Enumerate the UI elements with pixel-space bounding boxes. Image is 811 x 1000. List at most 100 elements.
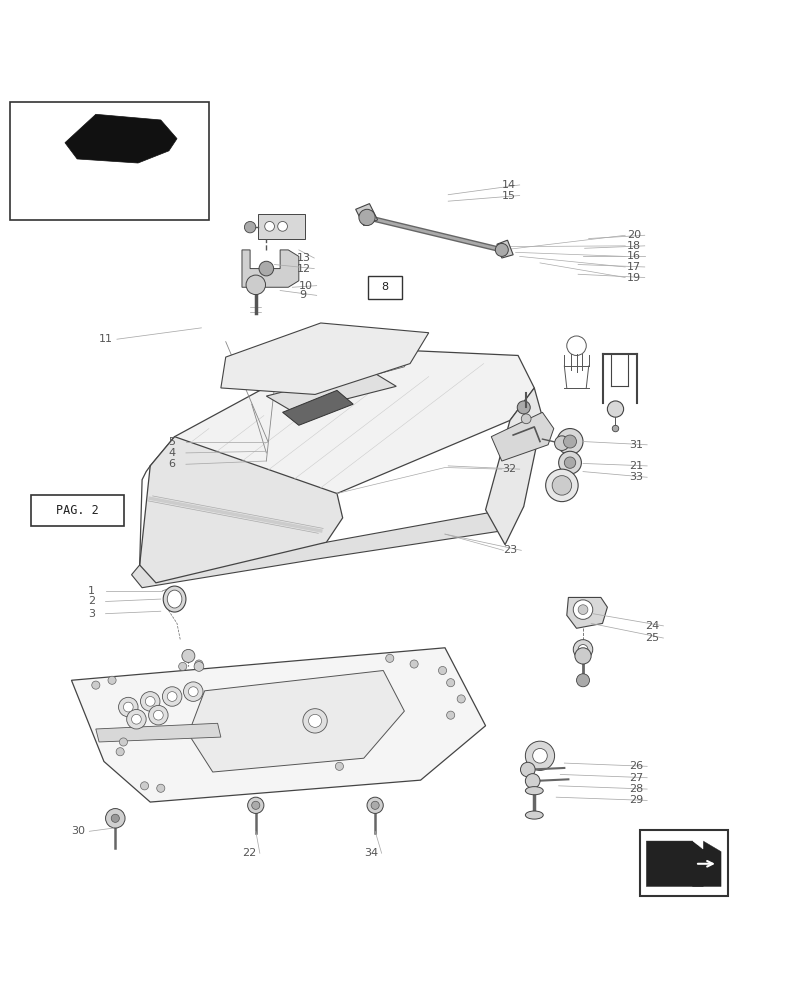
Polygon shape <box>566 597 607 628</box>
Circle shape <box>145 697 155 706</box>
Text: 19: 19 <box>626 273 640 283</box>
Circle shape <box>556 429 582 455</box>
Ellipse shape <box>525 811 543 819</box>
Circle shape <box>247 797 264 813</box>
Polygon shape <box>485 388 542 545</box>
Ellipse shape <box>163 586 186 612</box>
Circle shape <box>577 645 587 654</box>
Circle shape <box>335 762 343 770</box>
Circle shape <box>140 782 148 790</box>
Text: 3: 3 <box>88 609 95 619</box>
Circle shape <box>525 774 539 788</box>
Text: 17: 17 <box>626 262 640 272</box>
Text: 21: 21 <box>629 461 642 471</box>
Circle shape <box>148 705 168 725</box>
Circle shape <box>367 797 383 813</box>
Circle shape <box>520 762 534 777</box>
Circle shape <box>573 640 592 659</box>
Circle shape <box>438 666 446 675</box>
Polygon shape <box>242 250 298 287</box>
Text: 26: 26 <box>629 761 642 771</box>
Text: 29: 29 <box>629 795 643 805</box>
Text: 5: 5 <box>168 437 175 447</box>
Circle shape <box>558 451 581 474</box>
Polygon shape <box>646 841 702 887</box>
Bar <box>639 830 727 896</box>
Circle shape <box>108 676 116 684</box>
Polygon shape <box>282 390 353 425</box>
Polygon shape <box>491 412 553 461</box>
Circle shape <box>358 209 375 226</box>
Text: 16: 16 <box>626 251 640 261</box>
Text: 33: 33 <box>629 472 642 482</box>
Circle shape <box>573 600 592 619</box>
Polygon shape <box>139 437 342 583</box>
Circle shape <box>116 748 124 756</box>
Polygon shape <box>71 648 485 802</box>
Circle shape <box>532 748 547 763</box>
Bar <box>31 495 124 526</box>
Text: 9: 9 <box>298 290 306 300</box>
Polygon shape <box>131 506 523 588</box>
Bar <box>10 102 208 220</box>
Circle shape <box>251 801 260 809</box>
Circle shape <box>371 801 379 809</box>
Circle shape <box>188 687 198 697</box>
Text: 15: 15 <box>501 191 515 201</box>
Text: 27: 27 <box>629 773 643 783</box>
Text: 10: 10 <box>298 281 312 291</box>
Text: 22: 22 <box>242 848 256 858</box>
Circle shape <box>167 692 177 701</box>
Text: 14: 14 <box>501 180 515 190</box>
Text: 12: 12 <box>296 264 310 274</box>
Circle shape <box>525 741 554 770</box>
Circle shape <box>551 476 571 495</box>
Circle shape <box>517 401 530 414</box>
Text: 28: 28 <box>629 784 643 794</box>
Circle shape <box>182 649 195 662</box>
Polygon shape <box>355 204 377 226</box>
Text: 13: 13 <box>296 253 310 263</box>
Polygon shape <box>221 323 428 394</box>
Circle shape <box>111 814 119 822</box>
Text: 2: 2 <box>88 596 95 606</box>
Circle shape <box>183 682 203 701</box>
Circle shape <box>246 275 265 295</box>
Text: 31: 31 <box>629 440 642 450</box>
Circle shape <box>577 605 587 614</box>
Circle shape <box>457 695 465 703</box>
Circle shape <box>446 679 454 687</box>
Circle shape <box>123 702 133 712</box>
Text: 24: 24 <box>645 621 659 631</box>
Polygon shape <box>692 841 720 887</box>
Text: 11: 11 <box>99 334 113 344</box>
Circle shape <box>131 714 141 724</box>
Text: 1: 1 <box>88 586 95 596</box>
Polygon shape <box>266 370 396 412</box>
Circle shape <box>611 425 618 432</box>
Circle shape <box>157 784 165 792</box>
Circle shape <box>607 401 623 417</box>
Circle shape <box>308 714 321 727</box>
Circle shape <box>554 436 569 450</box>
Text: 34: 34 <box>363 848 377 858</box>
Circle shape <box>118 697 138 717</box>
Circle shape <box>277 221 287 231</box>
Circle shape <box>576 674 589 687</box>
Circle shape <box>564 457 575 468</box>
Circle shape <box>153 710 163 720</box>
Polygon shape <box>96 723 221 742</box>
Circle shape <box>259 261 273 276</box>
Circle shape <box>264 221 274 231</box>
Circle shape <box>303 709 327 733</box>
Text: 23: 23 <box>503 545 517 555</box>
Circle shape <box>545 469 577 502</box>
Circle shape <box>385 654 393 662</box>
Text: 20: 20 <box>626 230 640 240</box>
Circle shape <box>105 809 125 828</box>
Circle shape <box>244 221 255 233</box>
Text: 4: 4 <box>168 448 175 458</box>
Text: 8: 8 <box>381 282 388 292</box>
Circle shape <box>563 435 576 448</box>
Text: 30: 30 <box>71 826 85 836</box>
